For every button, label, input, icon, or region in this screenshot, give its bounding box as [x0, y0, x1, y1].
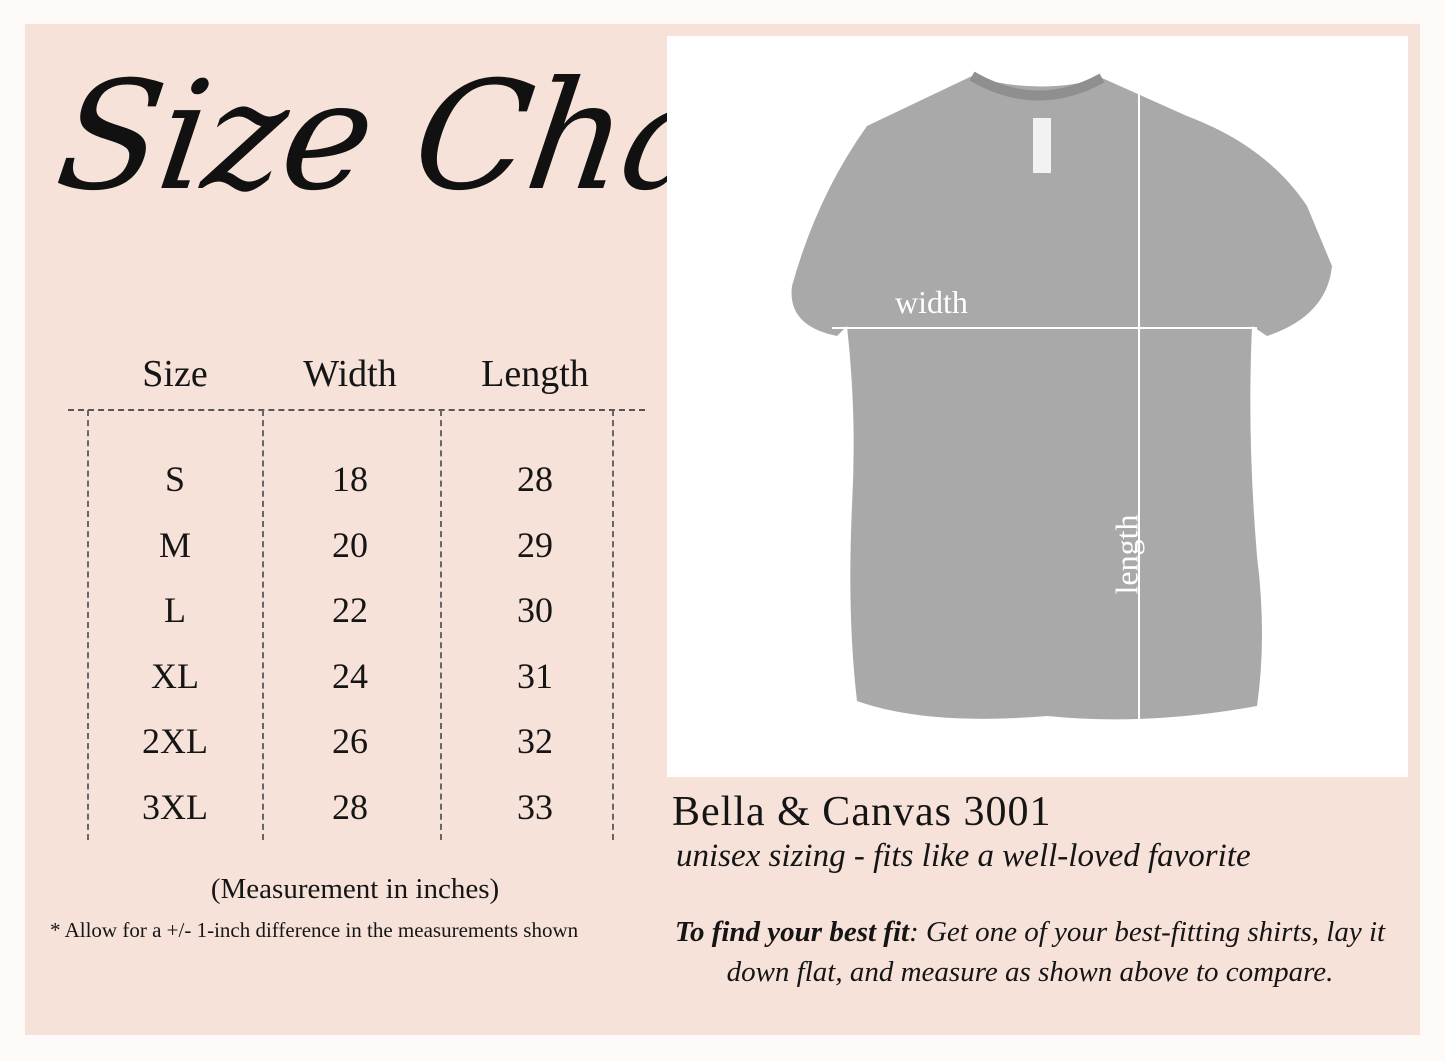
header-size: Size [142, 353, 208, 395]
table-divider [440, 410, 442, 840]
table-cell: L [164, 590, 186, 630]
header-width: Width [303, 353, 397, 395]
table-cell: XL [151, 655, 199, 696]
table-divider [87, 410, 89, 840]
table-cell: 24 [332, 655, 368, 696]
table-cell: 32 [517, 721, 553, 761]
table-cell: 33 [517, 786, 553, 827]
fit-text: : Get one of your best-fitting shirts, l… [726, 916, 1386, 988]
length-label: length [1108, 514, 1145, 595]
table-cell: 18 [332, 459, 368, 499]
table-cell: 30 [517, 590, 553, 630]
table-cell: 22 [332, 590, 368, 630]
table-cell: 31 [517, 655, 553, 696]
tshirt-image [791, 71, 1332, 736]
brand-name: Bella & Canvas 3001 [672, 789, 1052, 835]
table-divider [262, 410, 264, 840]
width-label: width [895, 284, 968, 320]
table-cell: 2XL [142, 721, 208, 761]
table-cell: 20 [332, 524, 368, 565]
table-cell: 28 [517, 459, 553, 499]
tagline: unisex sizing - fits like a well-loved f… [676, 838, 1251, 874]
table-divider [612, 410, 614, 840]
measurement-note: (Measurement in inches) [210, 873, 500, 905]
table-cell: 3XL [142, 786, 208, 827]
table-cell: S [164, 459, 186, 499]
table-cell: 26 [332, 721, 368, 761]
fit-lead: To find your best fit [674, 916, 910, 948]
table-cell: 28 [332, 786, 368, 827]
shirt-photo: width length [667, 36, 1408, 777]
table-cell: M [158, 524, 191, 565]
table-cell: 29 [517, 524, 553, 565]
table-divider [68, 409, 645, 411]
header-length: Length [481, 353, 589, 395]
fit-instructions: To find your best fit: Get one of your b… [650, 912, 1410, 992]
allowance-note: * Allow for a +/- 1-inch difference in t… [50, 918, 579, 942]
